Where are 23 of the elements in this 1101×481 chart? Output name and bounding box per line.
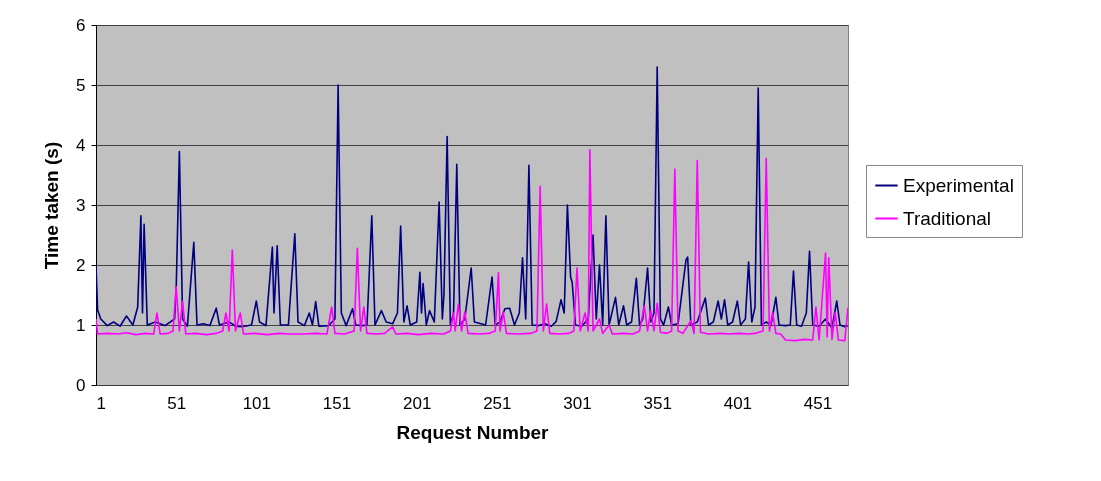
x-tick-label: 201 bbox=[402, 393, 432, 413]
x-tick-label: 301 bbox=[563, 393, 592, 413]
y-axis-title: Time taken (s) bbox=[41, 141, 63, 270]
line-series bbox=[96, 66, 848, 329]
y-tick-label: 1 bbox=[76, 315, 86, 335]
x-tick-label: 401 bbox=[723, 393, 753, 413]
x-tick-label: 451 bbox=[803, 393, 833, 413]
x-tick-label: 151 bbox=[322, 393, 352, 413]
x-tick-label: 1 bbox=[96, 393, 106, 413]
y-tick-label: 2 bbox=[76, 255, 86, 275]
y-tick-label: 3 bbox=[76, 195, 86, 215]
x-axis-title: Request Number bbox=[396, 421, 550, 443]
line-series bbox=[96, 149, 848, 342]
x-tick-label: 251 bbox=[483, 393, 512, 413]
x-tick-label: 51 bbox=[167, 393, 187, 413]
x-tick-label: 101 bbox=[242, 393, 272, 413]
y-tick-label: 0 bbox=[76, 375, 86, 395]
y-tick-label: 5 bbox=[76, 75, 86, 95]
x-tick-label: 351 bbox=[643, 393, 672, 413]
y-tick-label: 6 bbox=[76, 15, 86, 35]
y-tick-label: 4 bbox=[76, 135, 86, 155]
legend-label: Experimental bbox=[903, 174, 1014, 196]
legend-label: Traditional bbox=[903, 207, 992, 229]
